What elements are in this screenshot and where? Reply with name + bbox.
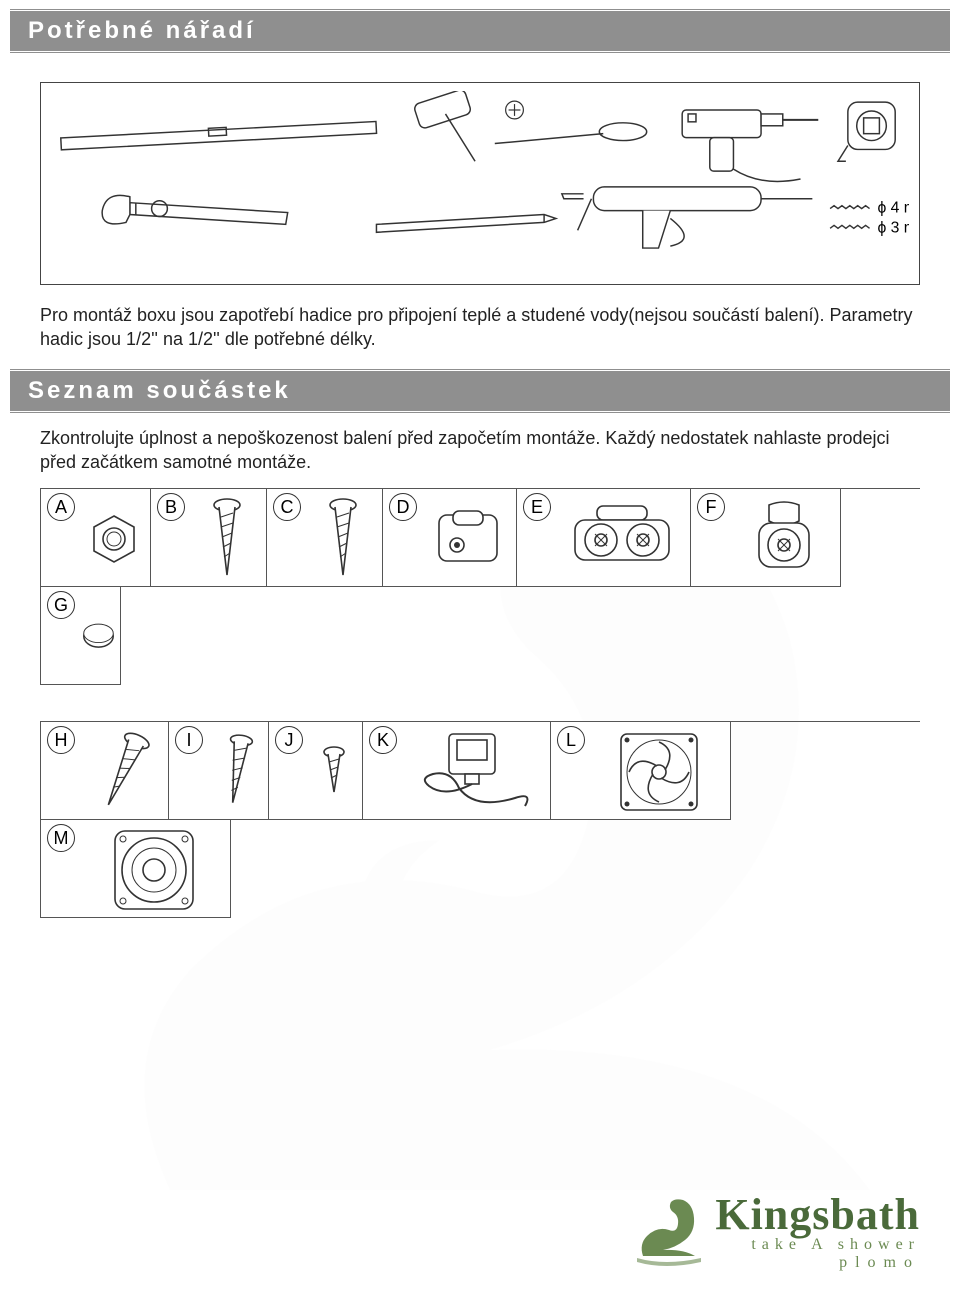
part-cell-B: B (151, 489, 267, 587)
part-label: M (47, 824, 75, 852)
part-cell-F: F (691, 489, 841, 587)
part-label: B (157, 493, 185, 521)
part-label: A (47, 493, 75, 521)
part-label: K (369, 726, 397, 754)
tools-box: ϕ 4 mm ϕ 3 mm (40, 82, 920, 285)
part-label: J (275, 726, 303, 754)
part-cell-E: E (517, 489, 691, 587)
screw-small-icon (309, 728, 358, 815)
screw-long-icon (307, 495, 378, 582)
hex-nut-icon (81, 495, 146, 582)
tape-measure-icon (838, 102, 895, 161)
part-cell-A: A (41, 489, 151, 587)
level-icon (61, 121, 377, 149)
logo-brand-text: Kingsbath (715, 1189, 920, 1240)
part-cell-L: L (551, 722, 731, 820)
wrench-icon (102, 195, 288, 224)
bracket-clip-icon (423, 495, 512, 582)
part-label: E (523, 493, 551, 521)
tools-header: Potřebné nářadí (10, 10, 950, 52)
drill-bit-4mm-label: ϕ 4 mm (877, 200, 909, 217)
part-cell-C: C (267, 489, 383, 587)
drill-bits-icon (830, 206, 869, 229)
screwdriver-icon (495, 123, 647, 144)
single-roller-icon (731, 495, 836, 582)
logo-tagline-2: plomo (715, 1254, 920, 1272)
speaker-icon (81, 826, 226, 913)
part-label: D (389, 493, 417, 521)
pencil-icon (376, 215, 555, 233)
parts-row-1: A B C D E F G (40, 488, 920, 685)
parts-row-2: H I J K L M (40, 721, 920, 918)
screw-long-icon (191, 495, 262, 582)
cap-icon (81, 593, 116, 680)
part-cell-M: M (41, 820, 231, 918)
part-cell-G: G (41, 587, 121, 685)
parts-note: Zkontrolujte úplnost a nepoškozenost bal… (40, 426, 920, 475)
screw-long-angled-icon (81, 728, 164, 815)
part-label: H (47, 726, 75, 754)
drill-icon (682, 110, 818, 181)
power-supply-icon (403, 728, 546, 815)
part-label: C (273, 493, 301, 521)
parts-header: Seznam součástek (10, 370, 950, 412)
part-cell-I: I (169, 722, 269, 820)
part-label: I (175, 726, 203, 754)
hose-note: Pro montáž boxu jsou zapotřebí hadice pr… (40, 303, 920, 352)
drill-bit-3mm-label: ϕ 3 mm (877, 219, 909, 236)
caulk-gun-icon (562, 187, 812, 248)
swan-logo-icon (635, 1196, 705, 1266)
screw-medium-icon (209, 728, 264, 815)
brand-logo: Kingsbath take A shower plomo (635, 1189, 920, 1272)
cross-screw-icon (506, 101, 524, 119)
part-label: F (697, 493, 725, 521)
tools-illustration: ϕ 4 mm ϕ 3 mm (51, 91, 909, 271)
double-roller-icon (557, 495, 686, 582)
part-cell-K: K (363, 722, 551, 820)
part-cell-D: D (383, 489, 517, 587)
part-label: G (47, 591, 75, 619)
mallet-icon (413, 91, 475, 161)
fan-icon (591, 728, 726, 815)
part-label: L (557, 726, 585, 754)
part-cell-H: H (41, 722, 169, 820)
part-cell-J: J (269, 722, 363, 820)
